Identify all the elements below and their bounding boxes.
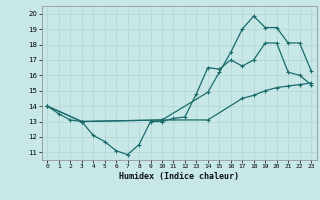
X-axis label: Humidex (Indice chaleur): Humidex (Indice chaleur) [119,172,239,181]
